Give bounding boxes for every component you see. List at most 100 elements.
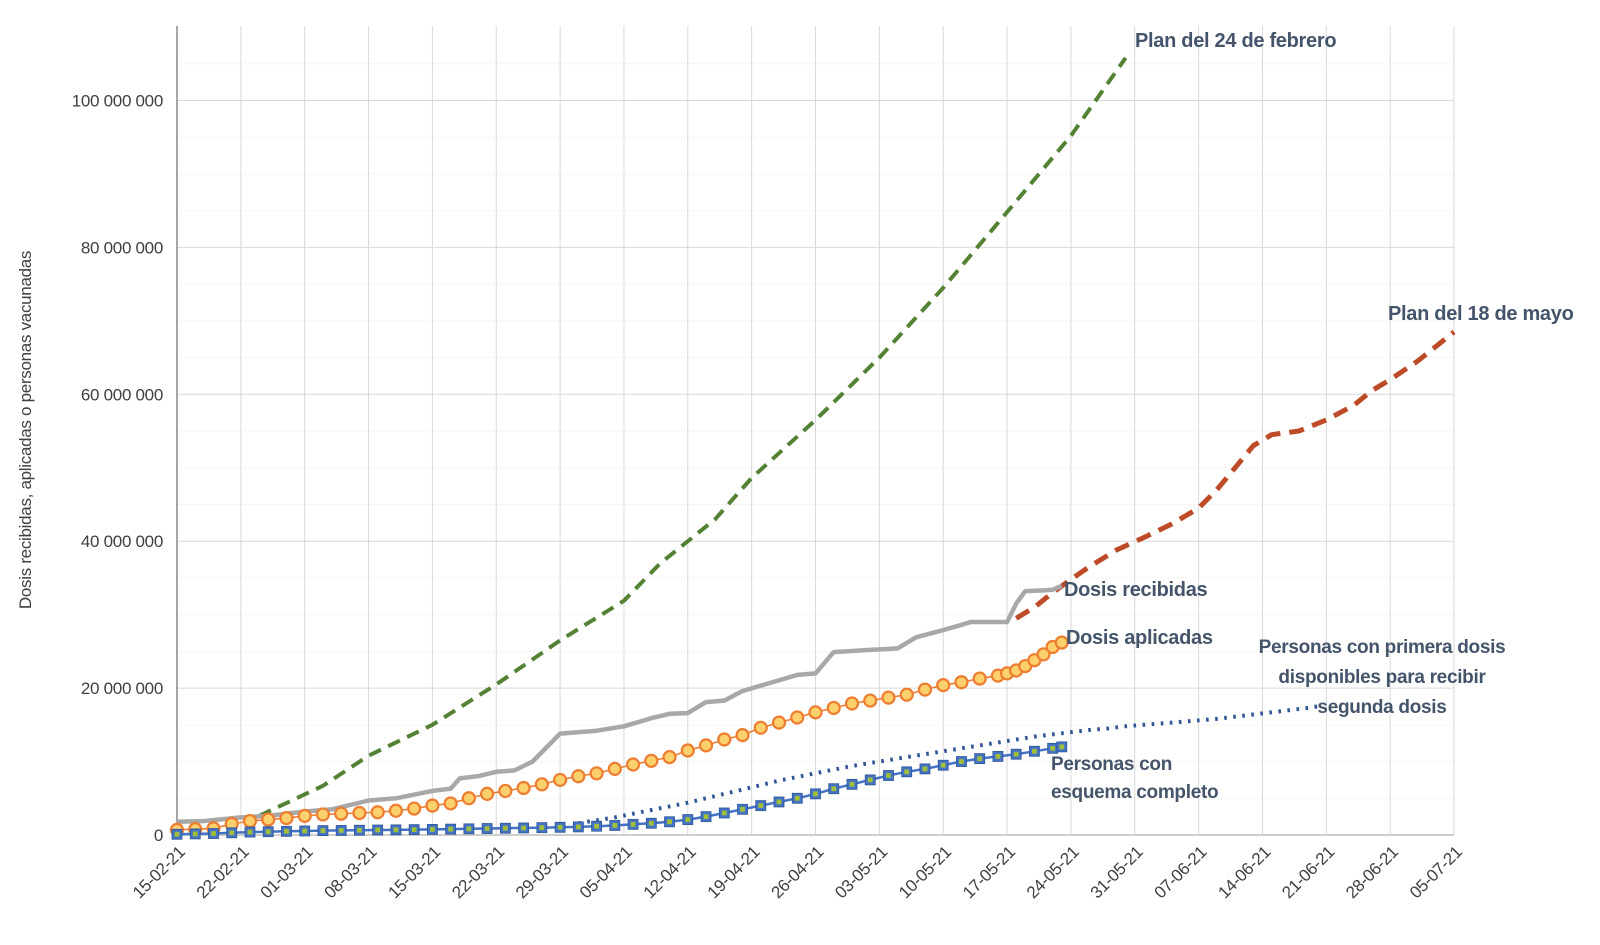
square-marker-inner: [393, 827, 399, 833]
x-tick-label: 14-06-21: [1214, 842, 1274, 902]
circle-marker: [863, 693, 878, 708]
circle-marker: [534, 777, 549, 792]
y-tick-label: 0: [154, 826, 163, 845]
square-marker-inner: [977, 756, 983, 762]
x-tick-label: 24-05-21: [1023, 842, 1083, 902]
circle-marker: [954, 675, 969, 690]
square-marker-inner: [667, 819, 672, 825]
circle-marker: [407, 801, 422, 816]
x-tick-label: 01-03-21: [257, 842, 317, 902]
circle-marker: [680, 743, 695, 758]
circle-marker: [279, 811, 294, 826]
x-tick-label: 05-07-21: [1406, 842, 1466, 902]
x-tick-label: 22-02-21: [193, 842, 253, 902]
circle-marker: [480, 786, 495, 801]
x-tick-label: 10-05-21: [895, 842, 955, 902]
label-plan-24-febrero: Plan del 24 de febrero: [1135, 30, 1336, 52]
square-marker-inner: [1059, 744, 1065, 750]
square-marker-inner: [302, 828, 308, 834]
circle-marker: [352, 805, 367, 821]
square-marker-inner: [192, 831, 198, 837]
square-marker-inner: [648, 820, 654, 826]
circle-marker: [899, 687, 914, 702]
circle-marker: [662, 750, 677, 765]
square-marker-inner: [1013, 751, 1019, 757]
circle-marker: [644, 753, 659, 768]
square-marker-inner: [502, 825, 508, 831]
circle-marker: [388, 803, 404, 818]
series-layer: [169, 56, 1456, 840]
series-plan-18-mayo: [1014, 329, 1456, 621]
square-marker-inner: [959, 759, 964, 764]
circle-marker: [552, 772, 568, 788]
label-primera-line2: disponibles para recibir: [1278, 667, 1486, 688]
square-marker-inner: [521, 825, 527, 831]
x-tick-label: 03-05-21: [831, 842, 891, 902]
circle-marker: [917, 682, 933, 697]
tick-labels-layer: 0 20 000 000 40 000 000 60 000 000 80 000 00…: [72, 92, 1466, 903]
x-tick-label: 26-04-21: [767, 842, 827, 902]
circle-marker: [844, 696, 860, 711]
circle-marker: [771, 715, 787, 730]
label-esquema-line1: Personas con: [1051, 754, 1172, 775]
x-tick-label: 21-06-21: [1278, 842, 1338, 902]
circle-marker: [498, 783, 513, 799]
x-tick-label: 05-04-21: [576, 842, 636, 902]
circle-marker: [443, 796, 458, 811]
x-tick-label: 22-03-21: [448, 842, 508, 902]
circle-marker: [1054, 635, 1069, 650]
square-marker-inner: [375, 827, 381, 833]
label-primera-line3: segunda dosis: [1317, 697, 1446, 718]
square-marker-inner: [740, 806, 745, 812]
square-marker-inner: [466, 826, 472, 832]
square-marker-inner: [211, 831, 216, 836]
circle-marker: [370, 805, 385, 820]
square-marker-inner: [484, 826, 490, 831]
square-marker-inner: [794, 795, 800, 801]
square-marker-inner: [247, 829, 253, 835]
axes-layer: [176, 26, 1454, 836]
circle-marker: [334, 806, 349, 821]
square-marker-inner: [174, 831, 180, 837]
circle-marker: [625, 757, 641, 772]
square-marker-inner: [284, 828, 289, 834]
square-marker-inner: [1032, 748, 1037, 754]
label-dosis-recibidas: Dosis recibidas: [1064, 579, 1208, 601]
circle-marker: [607, 761, 622, 776]
square-marker-inner: [703, 814, 709, 820]
x-tick-label: 19-04-21: [704, 842, 764, 902]
circle-marker: [315, 807, 331, 822]
y-tick-label: 80 000 000: [81, 238, 163, 257]
circle-marker: [461, 791, 476, 806]
square-marker-inner: [867, 777, 873, 783]
label-personas-primera-dosis: Personas con primera dosis disponibles p…: [1259, 637, 1506, 718]
series-line-dosis-aplicadas: [176, 641, 1063, 831]
y-tick-label: 100 000 000: [72, 92, 163, 111]
square-marker-inner: [557, 824, 563, 830]
series-dosis-aplicadas: [169, 635, 1069, 837]
circle-marker: [735, 728, 750, 743]
square-marker-inner: [539, 825, 545, 831]
y-tick-label: 60 000 000: [81, 385, 163, 404]
square-marker-inner: [685, 817, 691, 822]
label-plan-18-mayo: Plan del 18 de mayo: [1388, 303, 1574, 325]
series-line-plan-18-mayo: [1014, 329, 1456, 621]
x-tick-label: 07-06-21: [1151, 842, 1211, 902]
square-marker-inner: [849, 781, 855, 787]
y-axis-title: Dosis recibidas, aplicadas o personas va…: [16, 251, 35, 609]
x-tick-label: 15-03-21: [384, 842, 444, 902]
circle-marker: [753, 720, 768, 735]
circle-marker: [297, 808, 312, 824]
square-marker-inner: [430, 827, 435, 832]
circle-marker: [808, 705, 823, 720]
series-esquema-completo: [171, 741, 1068, 840]
square-marker-inner: [758, 803, 764, 809]
square-marker-inner: [575, 824, 581, 830]
circle-marker: [571, 769, 586, 784]
circle-marker: [242, 813, 258, 829]
circle-marker: [261, 812, 276, 827]
square-marker-inner: [448, 826, 454, 832]
x-tick-label: 29-03-21: [512, 842, 572, 902]
